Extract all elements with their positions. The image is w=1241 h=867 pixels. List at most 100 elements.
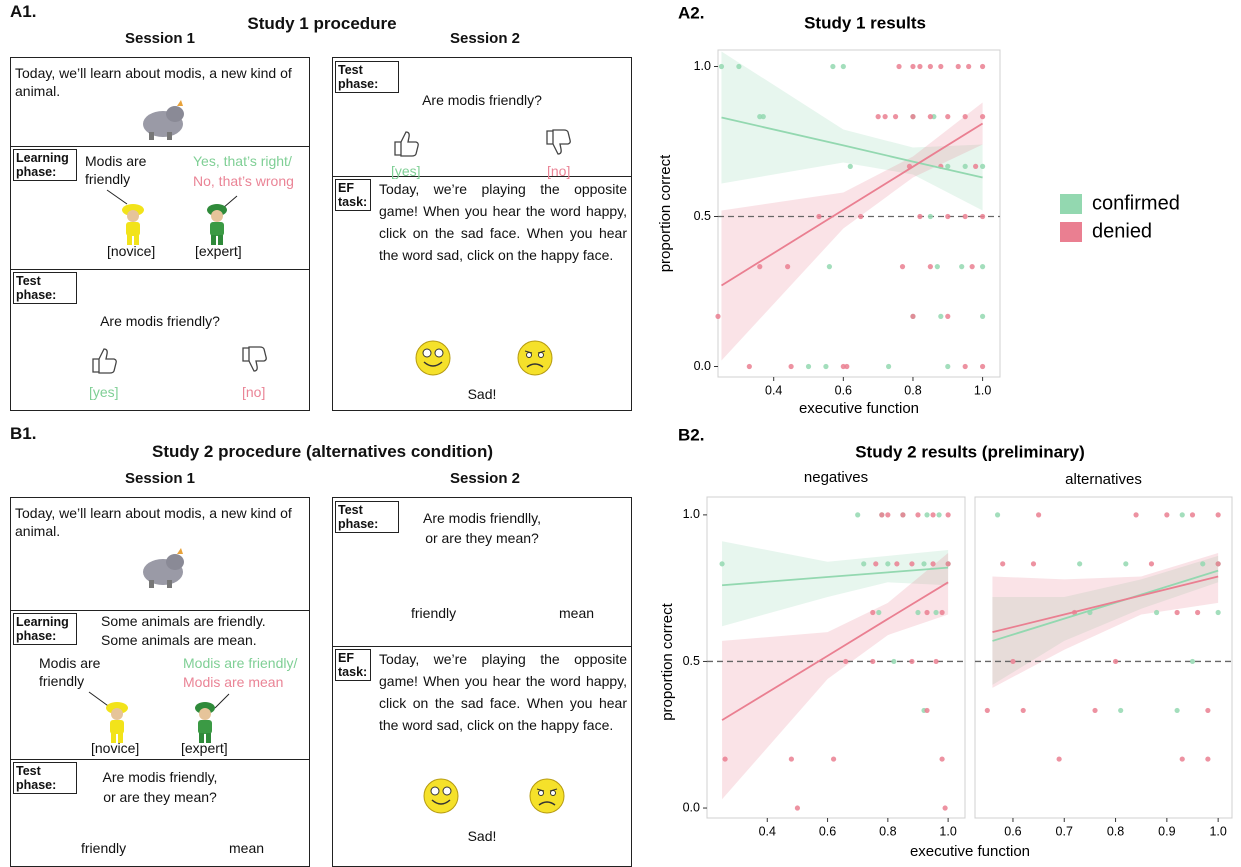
data-point bbox=[980, 114, 985, 119]
data-point bbox=[1200, 561, 1205, 566]
data-point bbox=[1123, 561, 1128, 566]
novice-label: [novice] bbox=[91, 739, 139, 757]
data-point bbox=[973, 164, 978, 169]
data-point bbox=[938, 314, 943, 319]
x-tick-label: 0.8 bbox=[879, 824, 896, 838]
data-point bbox=[946, 561, 951, 566]
no-label: [no] bbox=[242, 383, 265, 401]
option-label: friendly bbox=[81, 839, 126, 857]
data-point bbox=[945, 114, 950, 119]
sad-face bbox=[527, 776, 567, 816]
test-section: Test phase: Are modis friendlly, or are … bbox=[333, 498, 631, 647]
data-point bbox=[1190, 512, 1195, 517]
data-point bbox=[915, 512, 920, 517]
modi-icon bbox=[139, 98, 189, 142]
data-point bbox=[885, 512, 890, 517]
data-point bbox=[823, 364, 828, 369]
data-point bbox=[928, 114, 933, 119]
ef-instructions: Today, we’re playing the opposite game! … bbox=[379, 178, 627, 266]
data-point bbox=[924, 512, 929, 517]
option-label: mean bbox=[559, 604, 594, 622]
data-point bbox=[910, 314, 915, 319]
question: Are modis friendly, bbox=[11, 767, 309, 787]
panel-title: Study 2 results (preliminary) bbox=[855, 442, 1085, 461]
data-point bbox=[876, 114, 881, 119]
phase-tag: Test phase: bbox=[335, 61, 399, 93]
data-point bbox=[959, 264, 964, 269]
data-point bbox=[910, 64, 915, 69]
data-point bbox=[936, 512, 941, 517]
session-box: Test phase: Are modis friendly? [yes] [n… bbox=[332, 57, 632, 411]
test-section: Test phase: Are modis friendly? [yes] [n… bbox=[11, 269, 309, 410]
facet-title: alternatives bbox=[1065, 471, 1142, 488]
x-tick-label: 0.4 bbox=[765, 383, 782, 397]
data-point bbox=[945, 364, 950, 369]
data-point bbox=[1175, 708, 1180, 713]
data-point bbox=[1205, 756, 1210, 761]
thumbs-down bbox=[543, 128, 573, 158]
test-section: Test phase: Are modis friendly? [yes] [n… bbox=[333, 58, 631, 177]
data-point bbox=[894, 561, 899, 566]
data-point bbox=[827, 264, 832, 269]
ef-section: EF task: Today, we’re playing the opposi… bbox=[333, 646, 631, 866]
data-point bbox=[939, 756, 944, 761]
session-heading: Session 1 bbox=[10, 30, 310, 47]
data-point bbox=[1057, 756, 1062, 761]
data-point bbox=[848, 164, 853, 169]
data-point bbox=[795, 805, 800, 810]
data-point bbox=[1180, 756, 1185, 761]
data-point bbox=[910, 114, 915, 119]
x-axis-label: executive function bbox=[799, 400, 919, 417]
data-point bbox=[876, 610, 881, 615]
data-point bbox=[924, 708, 929, 713]
y-tick-label: 1.0 bbox=[694, 59, 711, 73]
data-point bbox=[1195, 610, 1200, 615]
data-point bbox=[963, 164, 968, 169]
data-point bbox=[830, 64, 835, 69]
learning-figures bbox=[11, 146, 310, 269]
data-point bbox=[855, 512, 860, 517]
x-tick-label: 0.8 bbox=[904, 383, 921, 397]
thumbs-down bbox=[239, 345, 269, 375]
data-point bbox=[945, 314, 950, 319]
data-point bbox=[930, 561, 935, 566]
data-point bbox=[873, 561, 878, 566]
learning-figures bbox=[11, 610, 310, 759]
expert-label: [expert] bbox=[195, 242, 242, 260]
data-point bbox=[1092, 708, 1097, 713]
data-point bbox=[1021, 708, 1026, 713]
y-tick-label: 0.0 bbox=[694, 359, 711, 373]
data-point bbox=[900, 264, 905, 269]
legend-label: denied bbox=[1092, 220, 1152, 242]
ef-prompt: Sad! bbox=[333, 384, 631, 404]
data-point bbox=[858, 214, 863, 219]
x-tick-label: 0.8 bbox=[1107, 824, 1124, 838]
sad-face bbox=[515, 338, 555, 378]
data-point bbox=[896, 64, 901, 69]
y-axis-label: proportion correct bbox=[657, 154, 674, 272]
phase-tag: EF task: bbox=[335, 179, 371, 211]
data-point bbox=[943, 805, 948, 810]
session-box: Test phase: Are modis friendlly, or are … bbox=[332, 497, 632, 867]
data-point bbox=[980, 364, 985, 369]
ef-section: EF task: Today, we’re playing the opposi… bbox=[333, 176, 631, 410]
data-point bbox=[930, 512, 935, 517]
data-point bbox=[831, 756, 836, 761]
data-point bbox=[1164, 512, 1169, 517]
x-tick-label: 0.7 bbox=[1056, 824, 1073, 838]
question: Are modis friendly? bbox=[333, 90, 631, 110]
panel-label: A2. bbox=[678, 3, 704, 22]
data-point bbox=[980, 264, 985, 269]
legend-swatch bbox=[1060, 194, 1082, 214]
chart-title: Study 1 results bbox=[804, 13, 926, 32]
page: {"a1": {"label": "A1.", "title": "Study … bbox=[0, 0, 1241, 865]
panel-label: A1. bbox=[10, 2, 36, 22]
legend-swatch bbox=[1060, 222, 1082, 242]
intro-text: Today, we’ll learn about modis, a new ki… bbox=[15, 504, 305, 540]
data-point bbox=[963, 214, 968, 219]
x-tick-label: 0.4 bbox=[759, 824, 776, 838]
data-point bbox=[980, 164, 985, 169]
question: or are they mean? bbox=[11, 787, 309, 807]
data-point bbox=[938, 64, 943, 69]
learning-section: Learning phase: Modis are friendly Yes, … bbox=[11, 146, 309, 270]
